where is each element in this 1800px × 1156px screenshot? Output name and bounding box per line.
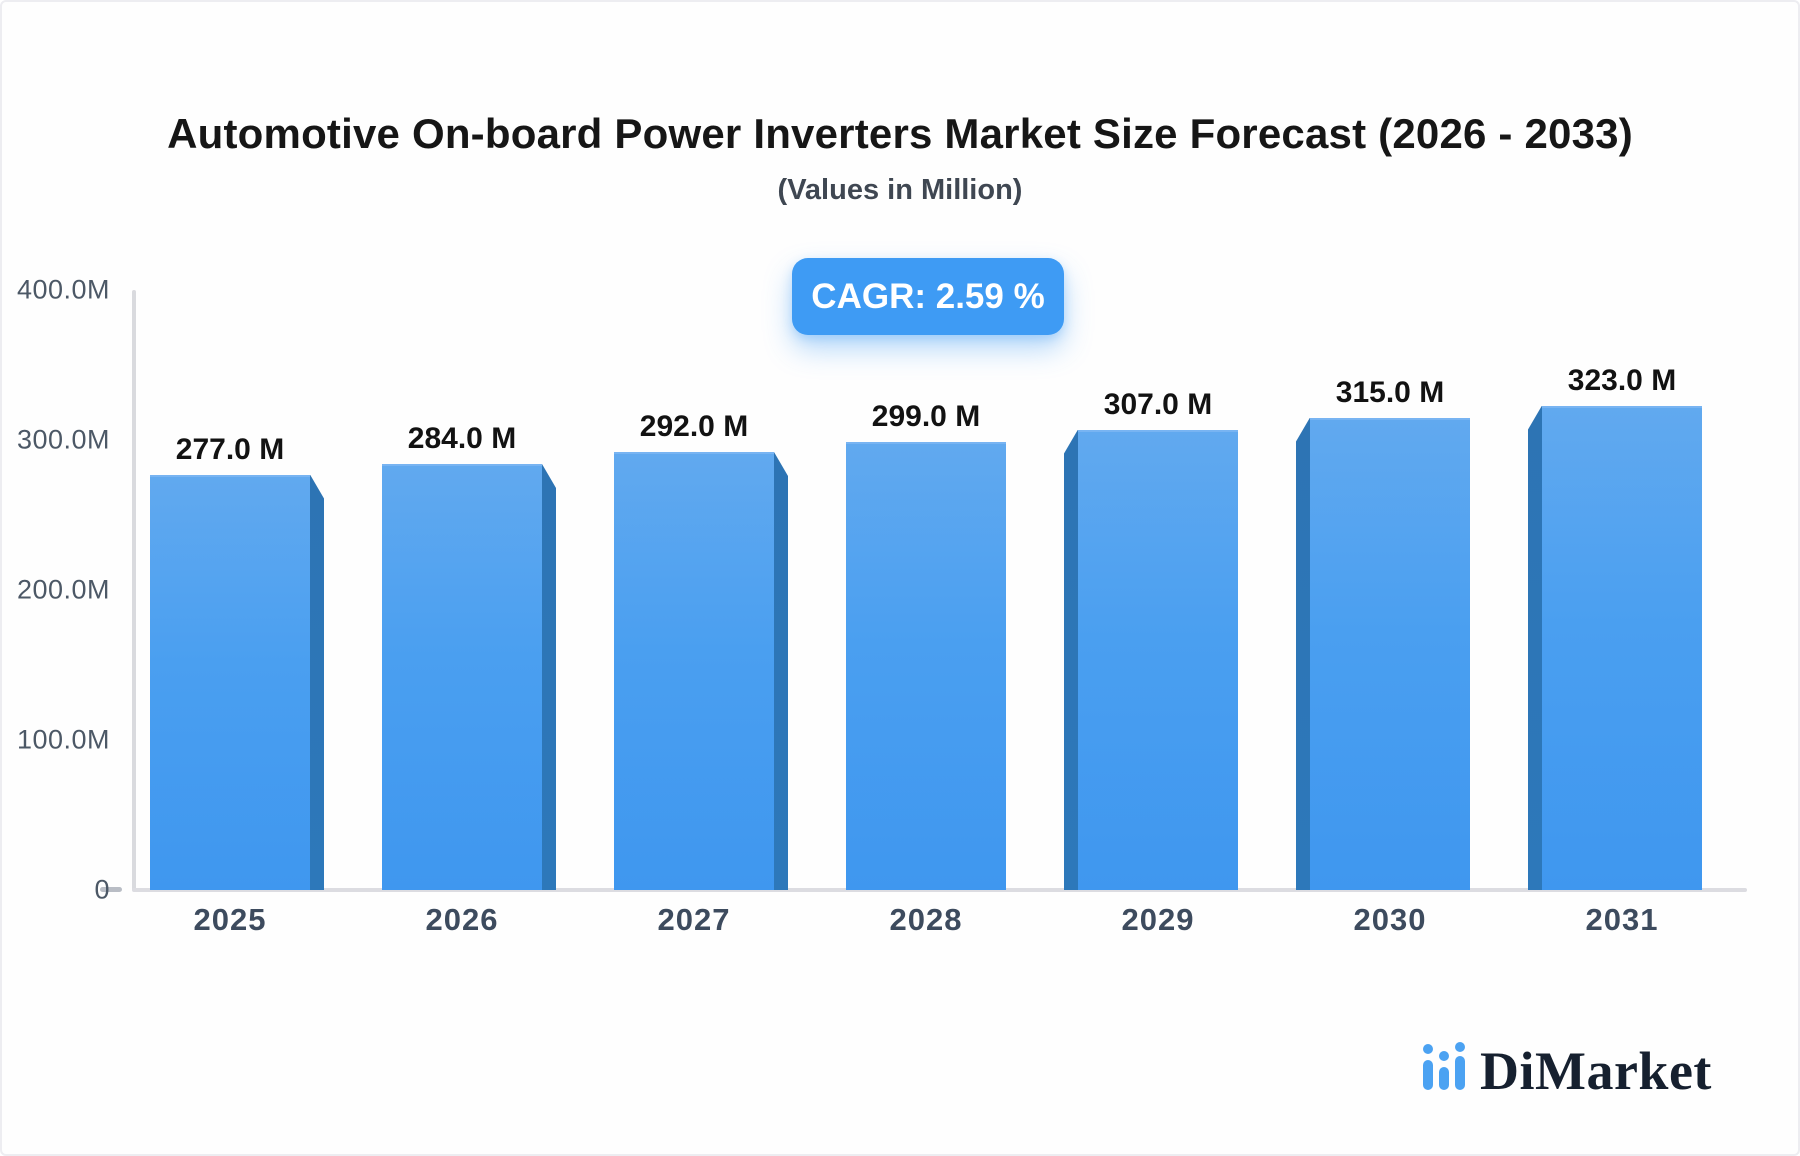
x-axis-label-2026: 2026	[425, 902, 499, 937]
y-axis-tick-label: 0	[94, 874, 110, 905]
y-axis-tick-label: 200.0M	[16, 574, 110, 605]
bar-3d-side	[310, 474, 324, 890]
bar-3d-side	[774, 452, 788, 890]
bar-3d-side	[1064, 429, 1078, 890]
chart-title: Automotive On-board Power Inverters Mark…	[167, 110, 1633, 157]
chart-subtitle: (Values in Million)	[777, 174, 1023, 206]
bar-value-label: 292.0 M	[639, 410, 749, 443]
dimarket-mini-chart-icon	[1422, 1042, 1468, 1095]
x-axis-label-2025: 2025	[193, 902, 267, 937]
bar-2028	[846, 441, 1006, 890]
y-axis-tick-label: 300.0M	[16, 424, 110, 455]
bar-3d-side	[542, 464, 556, 890]
bar-2029	[1078, 429, 1238, 890]
x-axis-label-2030: 2030	[1353, 902, 1427, 937]
y-axis-tick-label: 100.0M	[16, 724, 110, 755]
bar-2025	[150, 474, 310, 890]
x-axis-line	[132, 888, 1747, 892]
bar-2027	[614, 452, 774, 890]
x-axis-label-2028: 2028	[889, 902, 963, 937]
x-axis-label-2031: 2031	[1585, 902, 1659, 937]
x-axis-label-2029: 2029	[1121, 902, 1195, 937]
bar-2031	[1542, 405, 1702, 890]
zero-tick-dash	[100, 887, 122, 892]
bar-value-label: 299.0 M	[871, 399, 981, 433]
brand-logo-text: DiMarket	[1480, 1041, 1712, 1101]
bar-2030	[1310, 417, 1470, 890]
y-axis-tick-label: 400.0M	[16, 274, 110, 305]
bar-value-label: 277.0 M	[175, 432, 285, 466]
y-axis-line	[132, 290, 136, 891]
bar-value-label: 284.0 M	[407, 422, 517, 455]
x-axis-label-2027: 2027	[657, 902, 731, 937]
brand-logo: DiMarket	[1422, 1041, 1712, 1101]
bar-value-label: 307.0 M	[1103, 387, 1213, 421]
bar-value-label: 323.0 M	[1567, 363, 1677, 397]
bar-3d-side	[1528, 405, 1542, 890]
bar-2026	[382, 464, 542, 890]
cagr-badge: CAGR: 2.59 %	[792, 258, 1064, 335]
bar-3d-side	[1296, 417, 1310, 890]
bar-value-label: 315.0 M	[1335, 375, 1445, 409]
